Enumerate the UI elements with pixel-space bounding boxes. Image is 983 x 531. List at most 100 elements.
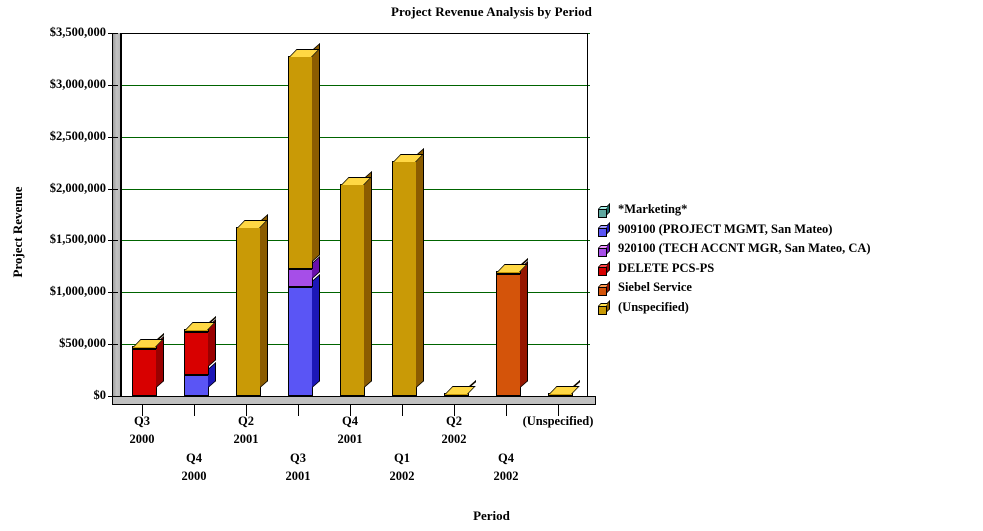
x-tick-label-line2: 2000 — [181, 469, 207, 483]
x-tick-mark — [142, 405, 143, 416]
y-tick-mark — [108, 188, 118, 190]
bar-segment[interactable] — [235, 213, 268, 396]
y-tick-mark — [108, 396, 118, 397]
bar-column[interactable] — [287, 33, 320, 396]
chart-title: Project Revenue Analysis by Period — [390, 4, 593, 19]
x-tick-label-line1: Q4 — [342, 414, 358, 428]
legend-label: 909100 (PROJECT MGMT, San Mateo) — [618, 221, 833, 236]
legend-swatch-cube-icon — [598, 241, 610, 257]
legend-swatch-cube-icon — [598, 261, 610, 277]
y-tick-mark — [108, 344, 118, 346]
x-tick-label: Q3 2000 — [77, 412, 207, 448]
bar-segment[interactable] — [287, 42, 320, 270]
bar-segment[interactable] — [495, 260, 528, 396]
x-tick-mark — [402, 405, 403, 416]
legend-label: Siebel Service — [618, 280, 692, 295]
x-tick-label-line1: Q4 — [498, 451, 514, 465]
gridline — [122, 136, 590, 138]
bar-segment-side — [311, 42, 320, 262]
bar-column[interactable] — [339, 33, 372, 396]
bar-segment-side — [311, 274, 320, 388]
bar-segment[interactable] — [183, 319, 216, 376]
gridline — [122, 84, 590, 86]
legend-item[interactable]: Siebel Service — [598, 278, 871, 298]
bar-segment[interactable] — [391, 148, 424, 396]
y-tick-label: $2,000,000 — [49, 180, 106, 195]
bar-segment-side — [363, 171, 372, 388]
y-tick-mark — [108, 84, 118, 86]
legend-item[interactable]: *Marketing* — [598, 200, 871, 220]
x-tick-label: Q3 2001 — [233, 449, 363, 485]
bar-column[interactable] — [495, 33, 528, 396]
bar-column[interactable] — [547, 33, 580, 396]
legend-swatch-cube-icon — [598, 280, 610, 296]
bar-segment[interactable] — [131, 335, 164, 396]
y-tick-mark — [108, 33, 118, 34]
bar-segment-side — [259, 213, 268, 388]
y-tick-label: $3,000,000 — [49, 76, 106, 91]
legend-item[interactable]: (Unspecified) — [598, 298, 871, 318]
legend-label: DELETE PCS-PS — [618, 260, 715, 275]
x-tick-label: Q4 2000 — [129, 449, 259, 485]
bar-segment[interactable] — [287, 274, 320, 396]
y-axis-tick-labels: $0 $500,000 $1,000,000 $1,500,000 $2,000,000… — [0, 0, 106, 531]
x-axis-floor — [112, 396, 596, 405]
y-tick-mark — [108, 240, 118, 242]
y-tick-mark — [108, 292, 118, 294]
y-tick-label: $2,500,000 — [49, 128, 106, 143]
x-tick-mark — [194, 405, 195, 416]
legend-swatch-cube-icon — [598, 300, 610, 316]
bar-column[interactable] — [131, 33, 164, 396]
x-tick-label-line2: 2001 — [337, 432, 363, 446]
legend-swatch-cube-icon — [598, 222, 610, 238]
bar-segment[interactable] — [495, 257, 528, 274]
x-tick-mark — [350, 405, 351, 416]
y-tick-label: $1,000,000 — [49, 284, 106, 299]
x-tick-label: Q2 2002 — [389, 412, 519, 448]
y-tick-label: $1,500,000 — [49, 232, 106, 247]
x-tick-mark — [558, 405, 559, 416]
x-tick-label: Q2 2001 — [181, 412, 311, 448]
x-tick-label: Q4 2002 — [441, 449, 571, 485]
y-tick-label: $500,000 — [59, 336, 106, 351]
bar-segment[interactable] — [339, 171, 372, 396]
legend-item[interactable]: 920100 (TECH ACCNT MGR, San Mateo, CA) — [598, 239, 871, 259]
bar-segment[interactable] — [547, 380, 580, 396]
legend-swatch-cube-icon — [598, 202, 610, 218]
legend-item[interactable]: DELETE PCS-PS — [598, 259, 871, 279]
bar-segment[interactable] — [183, 362, 216, 396]
bar-column[interactable] — [183, 33, 216, 396]
bar-column[interactable] — [443, 33, 476, 396]
x-tick-label-line2: 2001 — [285, 469, 311, 483]
bar-segment[interactable] — [287, 256, 320, 288]
y-tick-mark — [108, 136, 118, 138]
legend-item[interactable]: 909100 (PROJECT MGMT, San Mateo) — [598, 220, 871, 240]
x-tick-label-line1: Q4 — [186, 451, 202, 465]
x-tick-label-line1: Q2 — [446, 414, 462, 428]
x-tick-label-line2: 2002 — [493, 469, 519, 483]
legend-label: *Marketing* — [618, 202, 688, 217]
y-tick-label: $3,500,000 — [49, 25, 106, 39]
bar-segment-side — [519, 260, 528, 388]
bar-segment[interactable] — [443, 380, 476, 396]
bar-segment[interactable] — [183, 316, 216, 333]
bar-column[interactable] — [391, 33, 424, 396]
x-tick-label: Q4 2001 — [285, 412, 415, 448]
x-tick-mark — [506, 405, 507, 416]
x-tick-label-line2: 2001 — [233, 432, 259, 446]
bar-segment[interactable] — [131, 332, 164, 349]
x-tick-label: Q1 2002 — [337, 449, 467, 485]
bar-segment-top — [548, 386, 580, 394]
y-tick-label: $0 — [93, 388, 107, 402]
bar-column[interactable] — [235, 33, 268, 396]
plot-area — [108, 33, 590, 397]
x-tick-label-line1: (Unspecified) — [522, 414, 594, 428]
x-tick-mark — [246, 405, 247, 416]
bar-segment-side — [415, 148, 424, 388]
chart-legend: *Marketing* 909100 (PROJECT MGMT, San Mat… — [598, 200, 871, 317]
x-tick-label-line1: Q3 — [134, 414, 150, 428]
x-tick-label-line1: Q1 — [394, 451, 410, 465]
x-tick-mark — [298, 405, 299, 416]
legend-label: 920100 (TECH ACCNT MGR, San Mateo, CA) — [618, 241, 871, 256]
x-tick-mark — [454, 405, 455, 416]
